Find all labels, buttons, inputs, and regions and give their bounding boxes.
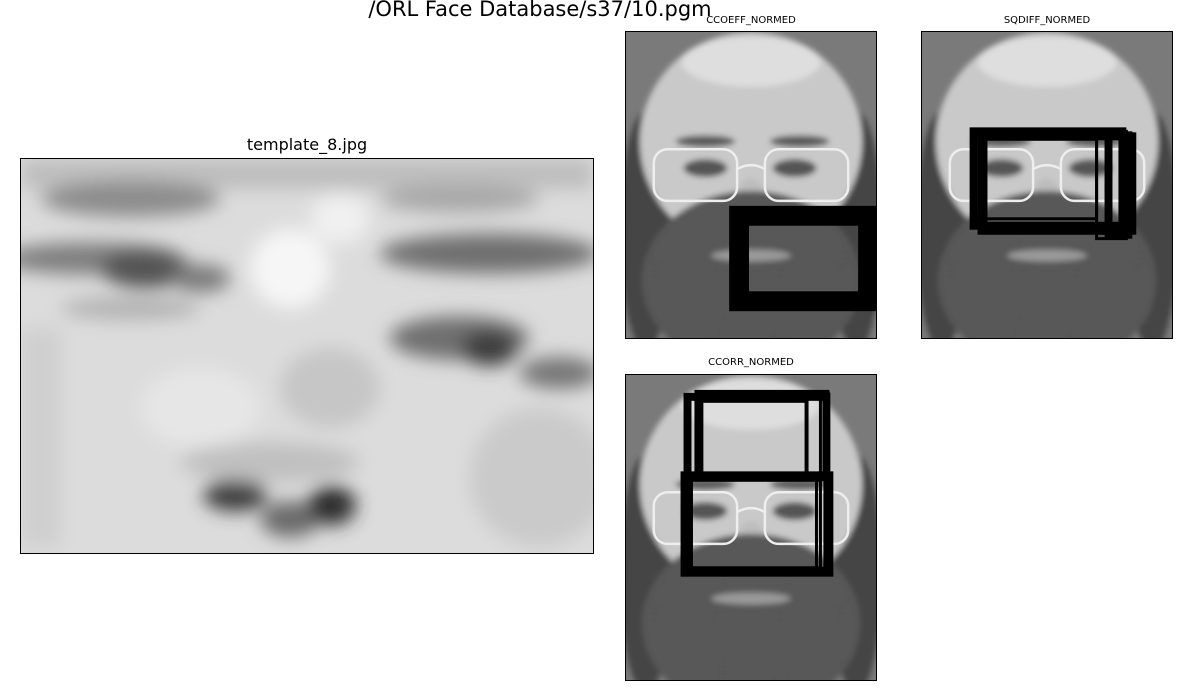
sqdiff-image <box>921 31 1173 339</box>
template-image <box>20 158 594 554</box>
template-title: template_8.jpg <box>246 135 368 154</box>
ccorr-title: CCORR_NORMED <box>708 357 794 368</box>
sqdiff-title: SQDIFF_NORMED <box>1003 15 1091 26</box>
ccorr-image <box>625 374 877 681</box>
ccoeff-image <box>625 31 877 339</box>
ccoeff-title: CCOEFF_NORMED <box>706 15 796 26</box>
figure-title: /ORL Face Database/s37/10.pgm <box>368 0 712 21</box>
